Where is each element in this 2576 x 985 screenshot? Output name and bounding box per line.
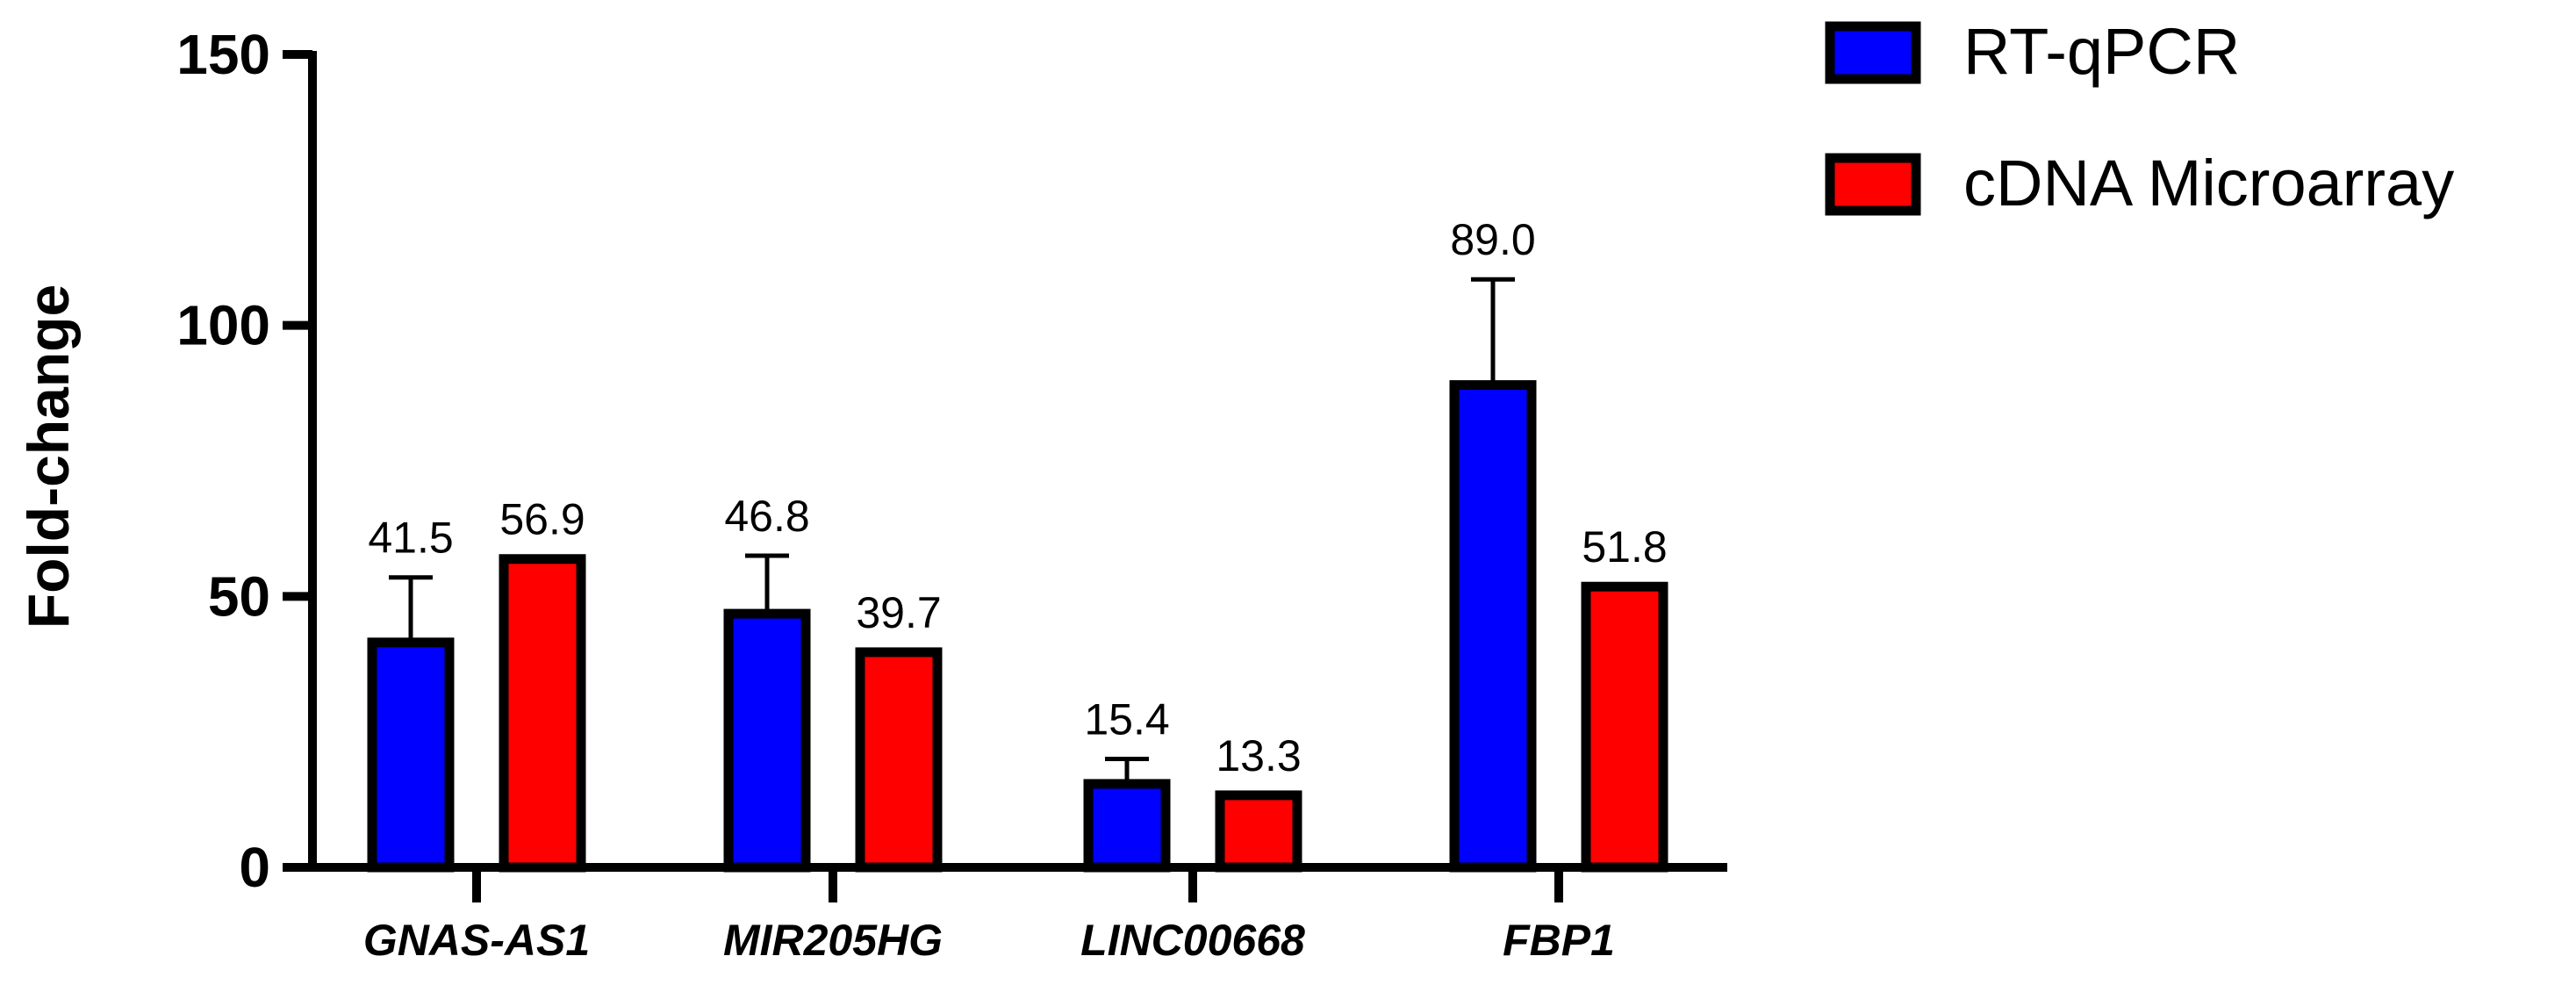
labels: 0 50 100 150 GNAS-AS1 41.5 56.9 MIR205HG 46.8 39.… bbox=[176, 23, 1667, 965]
data-label: 39.7 bbox=[856, 588, 941, 637]
data-label: 15.4 bbox=[1084, 695, 1169, 744]
data-label: 46.8 bbox=[724, 492, 809, 541]
data-label: 89.0 bbox=[1450, 215, 1535, 264]
bar bbox=[1215, 790, 1302, 873]
legend-label: cDNA Microarray bbox=[1963, 147, 2454, 219]
y-axis-label: Fold-change bbox=[16, 284, 81, 629]
data-label: 51.8 bbox=[1582, 522, 1667, 572]
legend-swatch bbox=[1825, 21, 1921, 84]
bar bbox=[499, 554, 586, 873]
y-tick-label: 150 bbox=[176, 23, 270, 86]
data-label: 13.3 bbox=[1216, 731, 1301, 780]
bars bbox=[367, 277, 1668, 873]
x-tick-label: GNAS-AS1 bbox=[363, 916, 590, 965]
x-tick-label: FBP1 bbox=[1503, 916, 1615, 965]
y-tick-label: 50 bbox=[208, 564, 270, 628]
y-tick-label: 100 bbox=[176, 294, 270, 357]
y-tick-label: 0 bbox=[239, 836, 270, 899]
bar bbox=[1581, 581, 1668, 873]
bar bbox=[1083, 779, 1171, 873]
x-tick-label: LINC00668 bbox=[1080, 916, 1305, 965]
data-label: 56.9 bbox=[499, 495, 585, 544]
legend-label: RT-qPCR bbox=[1963, 15, 2240, 88]
bar bbox=[723, 608, 811, 873]
legend: RT-qPCR cDNA Microarray bbox=[1825, 15, 2454, 219]
bar bbox=[367, 637, 455, 873]
bar bbox=[1449, 380, 1537, 873]
bar bbox=[855, 647, 943, 873]
legend-swatch bbox=[1825, 153, 1921, 216]
x-tick-label: MIR205HG bbox=[723, 916, 943, 965]
data-label: 41.5 bbox=[368, 514, 453, 563]
